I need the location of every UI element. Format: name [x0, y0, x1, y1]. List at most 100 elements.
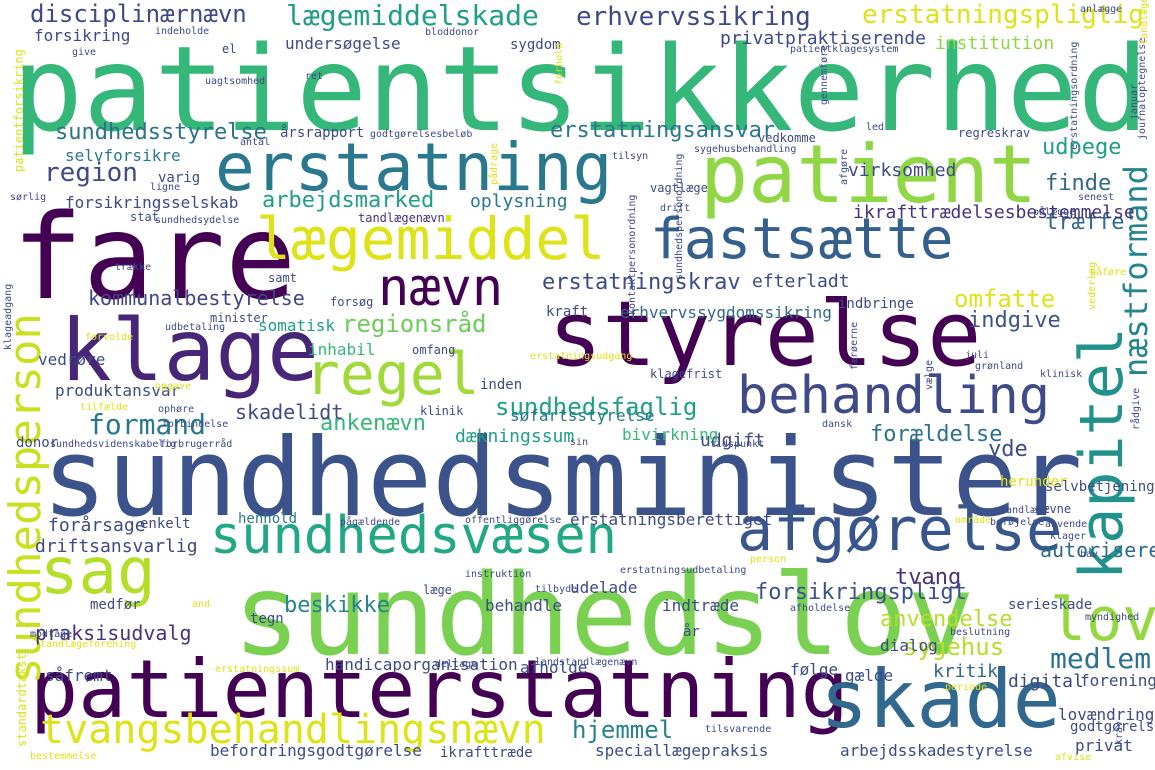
word-erstatning: erstatning: [215, 129, 613, 206]
word-bloddonor: bloddonor: [425, 27, 480, 38]
word-speciallaegepraksis: speciallægepraksis: [595, 741, 769, 760]
word-forvolde: forvolde: [85, 332, 134, 343]
word-driftsansvarlig: driftsansvarlig: [35, 536, 198, 557]
word-autorisere: autorisere: [1040, 538, 1155, 562]
word-klagefrist: klagefrist: [650, 367, 723, 381]
word-erstatningsudbetaling: erstatningsudbetaling: [620, 565, 747, 576]
word-selvbetjening: selvbetjening: [1045, 479, 1155, 495]
word-erstatningssum: erstatningssum: [215, 664, 300, 675]
word-patientforsikring: patientforsikring: [12, 49, 26, 172]
word-tilbyde: tilbyde: [535, 584, 578, 595]
word-finde: finde: [1045, 171, 1112, 196]
word-forsikring: forsikring: [34, 26, 131, 45]
word-lovaendring: lovændring: [1058, 705, 1155, 724]
word-erstatningskrav: erstatningskrav: [542, 270, 741, 295]
word-forbindelse: forbindelse: [162, 419, 229, 430]
word-erstatningsudgang: erstatningsudgang: [530, 351, 633, 362]
word-juli: juli: [965, 350, 990, 361]
word-sygehus: sygehus: [903, 633, 1005, 661]
word-el: el: [222, 42, 237, 56]
word-standardtakst: standardtakst: [15, 653, 29, 747]
word-arbejdsmarked: arbejdsmarked: [262, 188, 435, 213]
word-erstatningspligtig: erstatningspligtig: [862, 0, 1144, 30]
word-hjemmel: hjemmel: [572, 716, 674, 744]
word-person: person: [750, 554, 787, 565]
word-patient: patient: [700, 128, 1038, 221]
word-efterladt: efterladt: [752, 271, 850, 292]
word-medfoer: medfør: [90, 597, 141, 613]
word-befordringsgodtgoerelse: befordringsgodtgørelse: [210, 741, 422, 760]
word-privatpraktiserende: privatpraktiserende: [720, 28, 926, 49]
word-institution: institution: [935, 33, 1055, 54]
word-disciplinaernaevn: disciplinærnævn: [30, 0, 247, 28]
word-selvforsikre: selvforsikre: [65, 146, 181, 165]
word-raadgive: rådgive: [1131, 387, 1142, 430]
word-traekke: trække: [115, 262, 152, 273]
word-udgift: udgift: [700, 430, 766, 451]
word-januar: januar: [1129, 83, 1140, 120]
word-ophoere: ophøre: [158, 404, 195, 415]
word-forsikringsselskab: forsikringsselskab: [65, 193, 239, 212]
word-handicaporganisation: handicaporganisation: [325, 655, 518, 674]
word-lov: lov: [1050, 585, 1155, 655]
word-foelge: følge: [790, 660, 839, 679]
word-naevn: nævn: [378, 258, 504, 318]
word-varig: varig: [158, 170, 201, 186]
word-hav: hav: [1080, 549, 1099, 560]
word-virksomhed: virksomhed: [848, 160, 957, 181]
word-somatisk: somatisk: [258, 316, 336, 335]
word-skadelidt: skadelidt: [235, 400, 344, 424]
word-afholde: afholde: [520, 658, 588, 677]
word-ankenaevn: ankenævn: [320, 411, 426, 436]
word-herunder: herunder: [1000, 474, 1068, 490]
word-faeroeerne: færøerne: [849, 321, 860, 370]
word-klage: klage: [60, 301, 319, 401]
word-modtage: modtage: [30, 629, 73, 640]
word-arbejdsskadestyrelse: arbejdsskadestyrelse: [840, 741, 1033, 760]
word-groenland: grønland: [975, 361, 1024, 372]
word-sygdom: sygdom: [510, 37, 561, 53]
word-godtgoerelsesbeloeb: godtgørelsesbeløb: [370, 129, 473, 140]
word-erstatningsansvar: erstatningsansvar: [550, 118, 776, 143]
word-erhvervssygdomssikring: erhvervssygdomssikring: [620, 303, 832, 322]
word-beskikke: beskikke: [284, 593, 390, 618]
word-praksisudvalg: praksisudvalg: [35, 621, 192, 645]
word-kraft: kraft: [546, 304, 589, 320]
word-anlaegge: anlægge: [1080, 4, 1123, 15]
word-paadrage: pådrage: [489, 142, 500, 185]
word-sag: sag: [40, 535, 156, 609]
word-vedroere: vedrøre: [38, 350, 106, 369]
word-led: led: [866, 122, 885, 133]
word-senest: senest: [1078, 192, 1115, 203]
word-deltage: deltage: [435, 659, 478, 670]
word-serieskade: serieskade: [1008, 597, 1093, 613]
word-uagtsomhed: uagtsomhed: [205, 76, 266, 87]
word-oplysning: oplysning: [470, 191, 568, 212]
word-fastsaette: fastsætte: [650, 207, 954, 272]
word-udelade: udelade: [570, 578, 638, 597]
word-klager: klager: [1050, 531, 1087, 542]
word-medlem: medlem: [1050, 642, 1152, 675]
word-udbetaling: udbetaling: [165, 322, 226, 333]
word-styrelse: styrelse: [548, 282, 982, 387]
word-sundhedsydelse: sundhedsydelse: [155, 215, 240, 226]
word-foraarsage: forårsage: [48, 515, 146, 536]
word-erhvervssikring: erhvervssikring: [576, 2, 811, 32]
word-soefartsstyrelse: søfartsstyrelse: [510, 406, 655, 425]
word-instruktion: instruktion: [465, 569, 532, 580]
word-tidspunkt: tidspunkt: [710, 439, 765, 450]
word-forsikringspligt: forsikringspligt: [755, 580, 967, 605]
word-offentliggoerelse: offentliggørelse: [465, 515, 562, 526]
word-paagaeldende: pågældende: [340, 517, 401, 528]
word-ret: ret: [305, 71, 324, 82]
word-regreskrav: regreskrav: [958, 126, 1031, 140]
word-sundhedslov: sundhedslov: [233, 551, 975, 681]
word-gennemfoere: gennemføre: [819, 44, 830, 105]
word-skade: skade: [820, 653, 1061, 746]
word-afgoere: afgøre: [839, 148, 850, 185]
word-tandlaege: tandlæge: [1139, 0, 1150, 45]
word-erstatningsberettiget: erstatningsberettiget: [570, 510, 773, 529]
word-ligne: ligne: [150, 182, 181, 193]
word-sundhedsfaglig: sundhedsfaglig: [495, 393, 698, 421]
word-henhold: henhold: [238, 511, 298, 527]
